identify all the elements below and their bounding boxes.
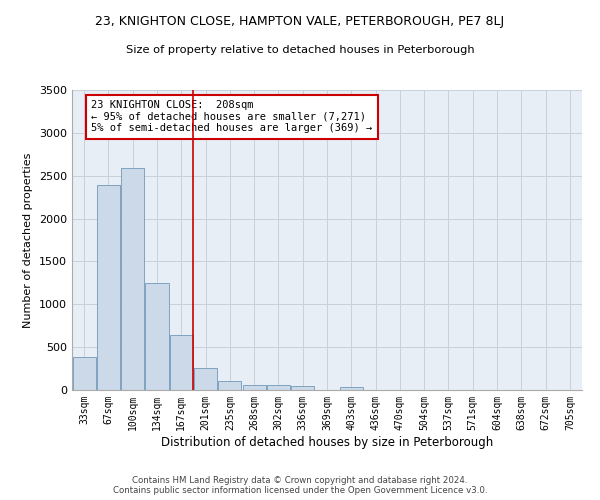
Bar [242,385,266,390]
Bar [218,382,241,390]
Text: 23, KNIGHTON CLOSE, HAMPTON VALE, PETERBOROUGH, PE7 8LJ: 23, KNIGHTON CLOSE, HAMPTON VALE, PETERB… [95,15,505,28]
Bar [97,185,120,390]
Text: Size of property relative to detached houses in Peterborough: Size of property relative to detached ho… [125,45,475,55]
Y-axis label: Number of detached properties: Number of detached properties [23,152,34,328]
Bar [145,283,169,390]
Bar [121,168,144,390]
Bar [340,388,363,390]
Bar [194,368,217,390]
Bar [267,386,290,390]
Bar [73,358,95,390]
Text: Contains HM Land Registry data © Crown copyright and database right 2024.
Contai: Contains HM Land Registry data © Crown c… [113,476,487,495]
X-axis label: Distribution of detached houses by size in Peterborough: Distribution of detached houses by size … [161,436,493,448]
Bar [291,386,314,390]
Bar [170,335,193,390]
Text: 23 KNIGHTON CLOSE:  208sqm
← 95% of detached houses are smaller (7,271)
5% of se: 23 KNIGHTON CLOSE: 208sqm ← 95% of detac… [91,100,373,134]
